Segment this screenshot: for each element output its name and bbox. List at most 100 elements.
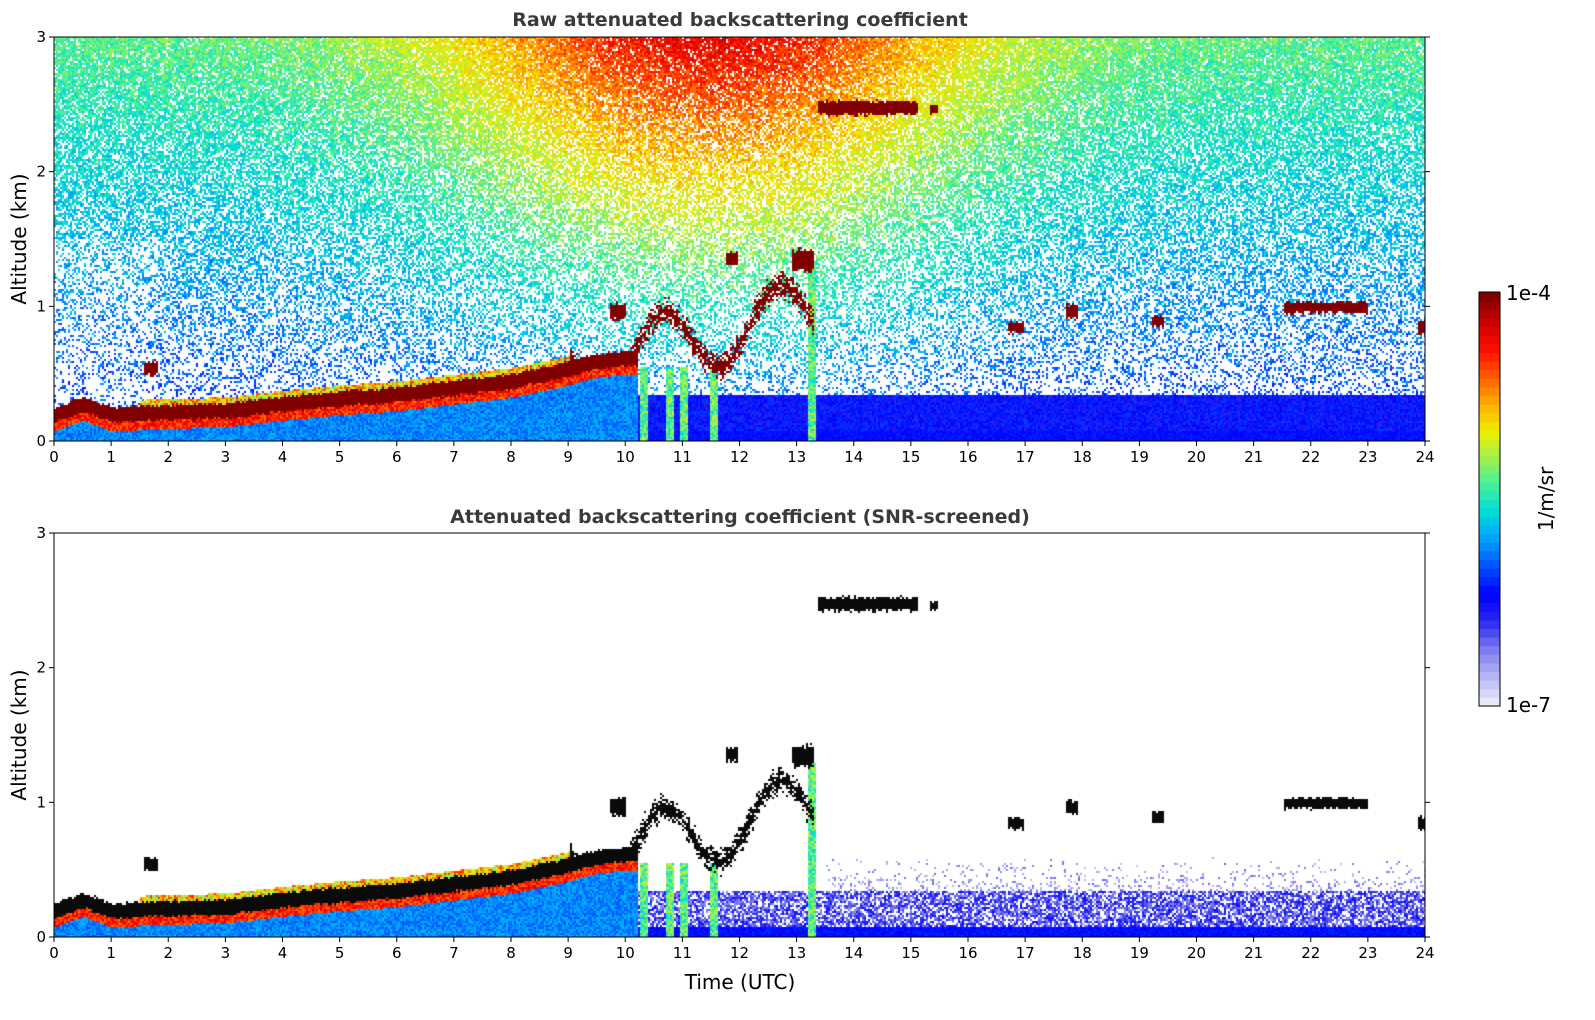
x-tick-label: 22 <box>1301 448 1320 466</box>
panel-raw-axes: 0 1 2 3 4 5 6 7 8 9 10 11 12 13 14 15 16 17 18 19 20 21 22 23 24… <box>36 28 1434 466</box>
colorbar-gradient <box>1479 292 1500 707</box>
x-tick-label: 18 <box>1073 448 1092 466</box>
colorbar-band <box>1479 309 1500 319</box>
x-tick-label: 12 <box>730 448 749 466</box>
x-tick-label: 3 <box>221 448 231 466</box>
colorbar-band <box>1479 628 1500 638</box>
colorbar-band <box>1479 430 1500 440</box>
panel-screened: Attenuated backscattering coefficient (S… <box>7 506 1435 994</box>
colorbar-band <box>1479 326 1500 336</box>
colorbar-band <box>1479 559 1500 569</box>
colorbar-band <box>1479 516 1500 526</box>
x-tick-label: 2 <box>163 448 173 466</box>
y-tick-label: 2 <box>36 659 46 677</box>
x-tick-label: 12 <box>730 944 749 962</box>
x-tick-label: 23 <box>1358 944 1377 962</box>
x-tick-label: 16 <box>958 448 977 466</box>
x-tick-label: 5 <box>335 448 345 466</box>
y-tick-label: 0 <box>36 432 46 450</box>
colorbar-band <box>1479 343 1500 353</box>
x-tick-label: 11 <box>673 944 692 962</box>
y-tick-label: 1 <box>36 297 46 315</box>
colorbar-band <box>1479 654 1500 664</box>
colorbar-band <box>1479 404 1500 414</box>
x-tick-label: 0 <box>49 944 59 962</box>
x-tick-label: 7 <box>449 448 459 466</box>
colorbar-band <box>1479 542 1500 552</box>
x-tick-label: 9 <box>563 944 573 962</box>
panel-screened-axes: 0 1 2 3 4 5 6 7 8 9 10 11 12 13 14 15 16 17 18 19 20 21 22 23 24… <box>36 524 1434 962</box>
colorbar-band <box>1479 568 1500 578</box>
x-tick-label: 8 <box>506 448 516 466</box>
colorbar-band <box>1479 576 1500 586</box>
x-tick-label: 5 <box>335 944 345 962</box>
x-tick-label: 6 <box>392 944 402 962</box>
x-tick-label: 15 <box>901 944 920 962</box>
x-tick-label: 1 <box>106 448 116 466</box>
colorbar-band <box>1479 369 1500 379</box>
colorbar-band <box>1479 550 1500 560</box>
colorbar-band <box>1479 662 1500 673</box>
colorbar-band <box>1479 524 1500 535</box>
colorbar-band <box>1479 352 1500 362</box>
colorbar-band <box>1479 386 1500 397</box>
colorbar-band <box>1479 292 1500 302</box>
colorbar-max-label: 1e-4 <box>1506 281 1551 305</box>
colorbar-band <box>1479 697 1500 707</box>
colorbar-band <box>1479 473 1500 483</box>
x-tick-label: 14 <box>844 448 863 466</box>
colorbar-band <box>1479 490 1500 500</box>
x-tick-label: 13 <box>787 944 806 962</box>
x-tick-label: 21 <box>1244 448 1263 466</box>
colorbar-band <box>1479 619 1500 629</box>
colorbar-band <box>1479 593 1500 604</box>
colorbar-band <box>1479 317 1500 328</box>
colorbar-band <box>1479 680 1500 690</box>
colorbar-band <box>1479 455 1500 466</box>
panel-raw-plot <box>53 36 1426 442</box>
x-tick-label: 10 <box>616 944 635 962</box>
panel-raw-title: Raw attenuated backscattering coefficien… <box>512 9 968 31</box>
y-tick-label: 3 <box>36 524 46 542</box>
x-tick-label: 3 <box>221 944 231 962</box>
x-tick-label: 2 <box>163 944 173 962</box>
panel-screened-xlabel: Time (UTC) <box>684 970 796 994</box>
x-tick-label: 17 <box>1016 448 1035 466</box>
colorbar-band <box>1479 412 1500 422</box>
x-tick-label: 17 <box>1016 944 1035 962</box>
y-tick-label: 0 <box>36 928 46 946</box>
x-tick-label: 20 <box>1187 448 1206 466</box>
x-tick-label: 11 <box>673 448 692 466</box>
colorbar-min-label: 1e-7 <box>1506 693 1551 717</box>
colorbar-band <box>1479 645 1500 655</box>
x-tick-label: 7 <box>449 944 459 962</box>
colorbar-band <box>1479 671 1500 681</box>
x-tick-label: 10 <box>616 448 635 466</box>
x-tick-label: 18 <box>1073 944 1092 962</box>
x-tick-label: 1 <box>106 944 116 962</box>
x-tick-label: 4 <box>278 448 288 466</box>
colorbar-band <box>1479 335 1500 345</box>
panel-screened-title: Attenuated backscattering coefficient (S… <box>450 506 1030 528</box>
x-tick-label: 20 <box>1187 944 1206 962</box>
colorbar: 1e-4 1e-7 1/m/sr <box>1478 281 1558 717</box>
x-tick-label: 19 <box>1130 944 1149 962</box>
x-tick-label: 14 <box>844 944 863 962</box>
x-tick-label: 13 <box>787 448 806 466</box>
x-tick-label: 4 <box>278 944 288 962</box>
x-tick-label: 16 <box>958 944 977 962</box>
y-tick-label: 3 <box>36 28 46 46</box>
colorbar-unit-label: 1/m/sr <box>1534 466 1558 531</box>
colorbar-band <box>1479 602 1500 612</box>
colorbar-band <box>1479 499 1500 509</box>
colorbar-band <box>1479 395 1500 405</box>
x-tick-label: 24 <box>1415 944 1434 962</box>
x-tick-label: 22 <box>1301 944 1320 962</box>
x-tick-label: 9 <box>563 448 573 466</box>
colorbar-band <box>1479 611 1500 621</box>
panel-screened-ylabel: Altitude (km) <box>7 669 31 800</box>
panel-raw: Raw attenuated backscattering coefficien… <box>7 9 1435 466</box>
colorbar-band <box>1479 378 1500 388</box>
y-tick-label: 2 <box>36 163 46 181</box>
